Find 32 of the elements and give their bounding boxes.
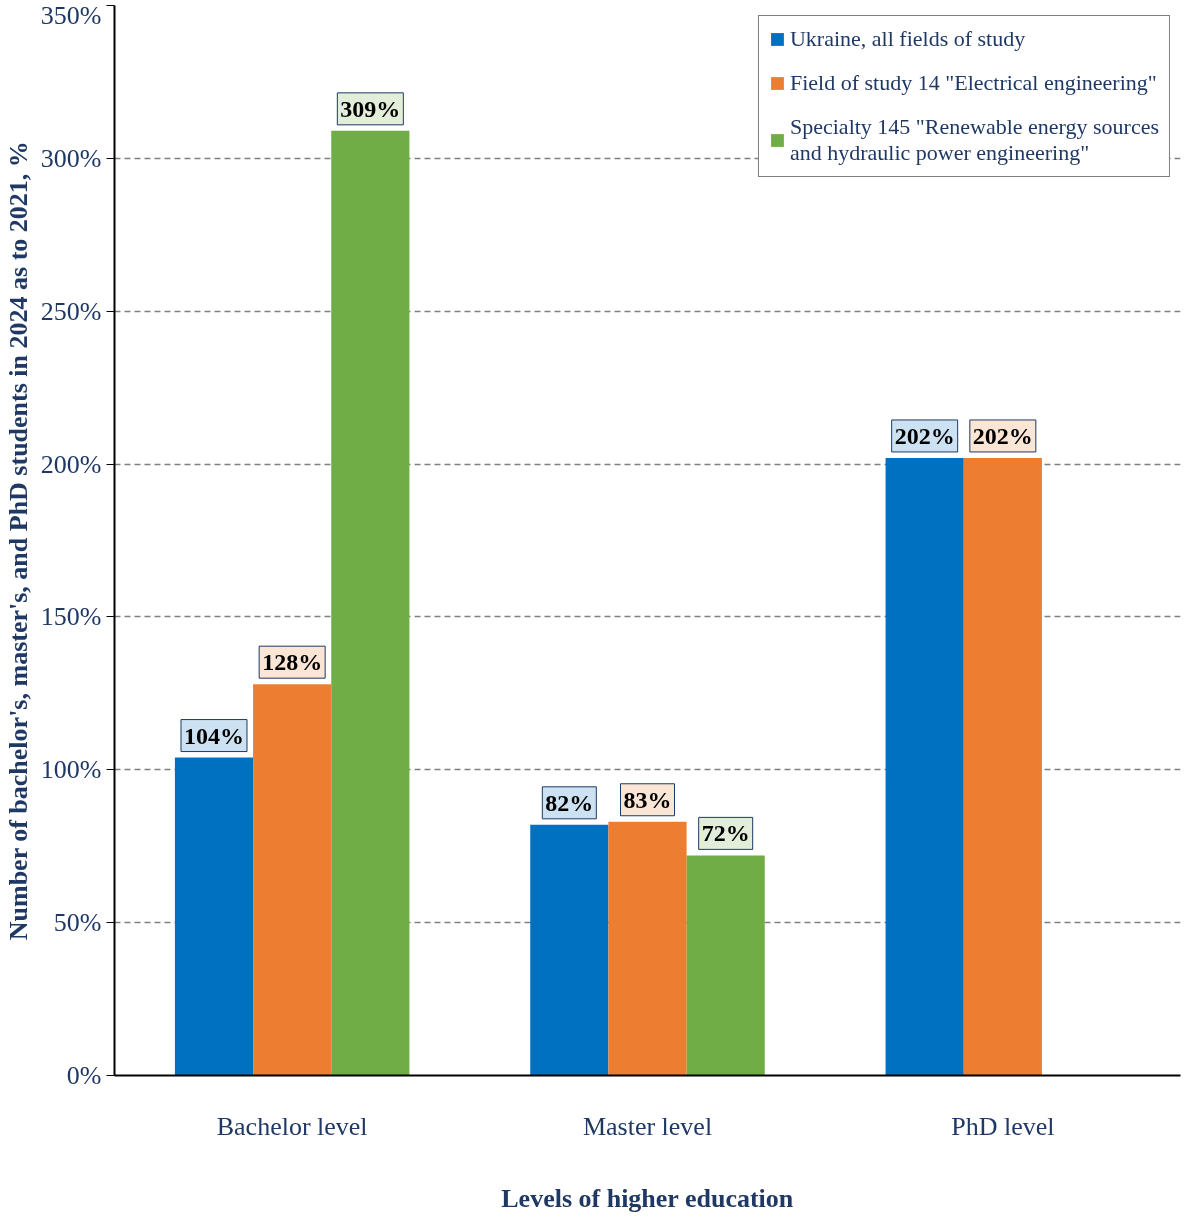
data-label: 202% (972, 422, 1033, 449)
legend-label: Specialty 145 "Renewable energy sources and hydraulic power engineering" (789, 114, 1159, 166)
y-tick-label: 0% (66, 1061, 102, 1090)
bar (963, 457, 1042, 1076)
legend-label: Field of study 14 "Electrical engineering" (789, 70, 1157, 96)
y-tick-label: 300% (40, 143, 102, 173)
y-axis-title: Number of bachelor's, master's, and PhD students in 2024 as to 2021, % (3, 141, 33, 941)
x-tick-label: Master level (582, 1111, 713, 1141)
data-label: 128% (262, 649, 323, 676)
data-label: 309% (340, 95, 401, 122)
bar (608, 821, 687, 1076)
bar (885, 457, 964, 1076)
data-label: 72% (701, 820, 750, 847)
bar (686, 855, 765, 1076)
data-label: 104% (183, 722, 244, 749)
y-tick-label: 350% (40, 0, 102, 30)
legend-label: Ukraine, all fields of study (789, 26, 1026, 52)
data-label: 202% (894, 422, 955, 449)
y-tick-label: 50% (53, 908, 102, 938)
bar (174, 757, 254, 1076)
bar (530, 824, 609, 1076)
bar (331, 130, 410, 1076)
x-tick-label: Bachelor level (216, 1111, 368, 1141)
data-label: 83% (623, 786, 672, 813)
y-tick-label: 100% (40, 755, 102, 785)
y-tick-label: 150% (40, 602, 102, 632)
x-axis-title: Levels of higher education (501, 1183, 794, 1213)
bar (253, 684, 332, 1076)
y-tick-label: 250% (40, 296, 102, 326)
y-tick-label: 200% (40, 449, 102, 479)
x-tick-label: PhD level (951, 1111, 1055, 1141)
data-label: 82% (545, 789, 594, 816)
